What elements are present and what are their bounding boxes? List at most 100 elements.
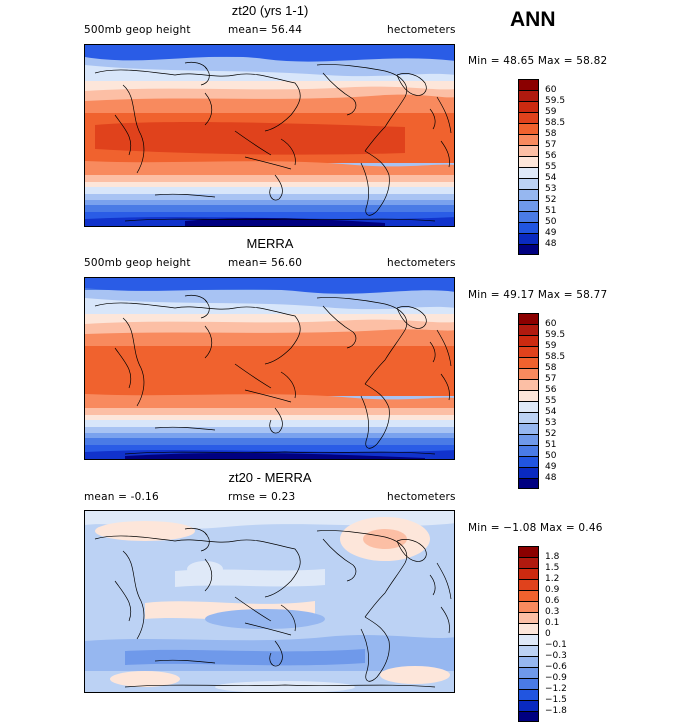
coastlines [94, 527, 452, 688]
band-fill [95, 121, 405, 155]
coastlines [94, 294, 452, 455]
band-fill [85, 94, 454, 117]
colorbar: 60 59.5 59 58.5 58 57 56 55 54 53 52 51 50 49 48 [518, 79, 565, 255]
band-fill [85, 182, 454, 188]
band-fill [363, 529, 407, 549]
colorbar-swatch [518, 579, 539, 590]
colorbar-swatch [518, 623, 539, 634]
panel-units: hectometers [387, 24, 456, 36]
colorbar-swatch [518, 357, 539, 368]
colorbar-swatch [518, 156, 539, 167]
colorbar-label: 0.3 [545, 607, 560, 617]
colorbar-swatch [518, 645, 539, 656]
colorbar-swatch [518, 313, 539, 324]
colorbar-label: 0 [545, 629, 551, 639]
band-fill [85, 161, 454, 179]
colorbar-swatch [518, 546, 539, 557]
colorbar-swatch [518, 335, 539, 346]
colorbar-swatch [518, 222, 539, 233]
band-fill [205, 609, 325, 629]
colorbar-label: 1.5 [545, 563, 560, 573]
colorbar-swatch [518, 233, 539, 244]
map-panel [84, 277, 455, 460]
colorbar-swatch [518, 557, 539, 568]
colorbar-swatch [518, 656, 539, 667]
colorbar-swatch [518, 601, 539, 612]
colorbar-swatch [518, 634, 539, 645]
panel-subtitle-mean: mean = -0.16 [84, 491, 159, 503]
band-fill [185, 217, 385, 226]
panel-units: hectometers [387, 491, 456, 503]
colorbar-swatch [518, 178, 539, 189]
colorbar-label: 1.2 [545, 574, 560, 584]
band-fill [110, 671, 180, 687]
band-fill [85, 438, 454, 446]
band-fill [85, 200, 454, 206]
colorbar-label: 59.5 [545, 96, 566, 106]
colorbar-swatch [518, 445, 539, 456]
band-fill [380, 666, 450, 684]
band-fill [85, 427, 454, 434]
colorbar-label: 58 [545, 129, 557, 139]
panel-subtitle-rmse: rmse = 0.23 [228, 491, 296, 503]
colorbar-swatch [518, 590, 539, 601]
colorbar-swatch [518, 412, 539, 423]
panel-title: zt20 (yrs 1-1) [231, 3, 309, 18]
colorbar-label: 50 [545, 451, 557, 461]
colorbar-swatch [518, 145, 539, 156]
colorbar-label: 1.8 [545, 552, 560, 562]
band-fill [215, 681, 355, 692]
colorbar-swatch [518, 689, 539, 700]
band-fill [125, 452, 425, 459]
band-fill [85, 45, 454, 62]
colorbar: 60 59.5 59 58.5 58 57 56 55 54 53 52 51 50 49 48 [518, 313, 565, 489]
band-fill [125, 649, 365, 666]
band-fill [85, 298, 454, 318]
colorbar-label: −1.8 [545, 706, 567, 716]
colorbar-swatch [518, 612, 539, 623]
colorbar-label: 59 [545, 107, 557, 117]
colorbar: 1.8 1.5 1.2 0.9 0.6 0.3 0.1 0 −0.1 −0.3 −0.6 −0.9 −1… [518, 546, 567, 722]
colorbar-label: 48 [545, 473, 557, 483]
colorbar-label: −1.5 [545, 695, 567, 705]
colorbar-swatch [518, 434, 539, 445]
colorbar-label: −0.1 [545, 640, 567, 650]
colorbar-swatch [518, 244, 539, 255]
band-fill [95, 521, 195, 541]
colorbar-swatch [518, 200, 539, 211]
colorbar-swatch [518, 189, 539, 200]
colorbar-swatch [518, 379, 539, 390]
colorbar-label: 58.5 [545, 352, 566, 362]
colorbar-swatch [518, 134, 539, 145]
band-fill [85, 278, 454, 294]
colorbar-label: 60 [545, 85, 557, 95]
contour-map [85, 278, 454, 459]
band-fill [85, 445, 454, 453]
colorbar-label: 60 [545, 319, 557, 329]
colorbar-label: 0.1 [545, 618, 560, 628]
colorbar-label: 54 [545, 173, 557, 183]
contour-map [85, 511, 454, 692]
panel-minmax: Min = 48.65 Max = 58.82 [468, 55, 608, 67]
band-fill [85, 415, 454, 421]
colorbar-label: 0.6 [545, 596, 560, 606]
colorbar-label: −0.9 [545, 673, 567, 683]
colorbar-swatch [518, 700, 539, 711]
band-fill [85, 175, 454, 183]
colorbar-label: 52 [545, 195, 557, 205]
colorbar-swatch [518, 112, 539, 123]
band-fill [187, 561, 223, 577]
colorbar-label: 53 [545, 184, 557, 194]
colorbar-swatch [518, 79, 539, 90]
colorbar-label: 58 [545, 363, 557, 373]
colorbar-label: 52 [545, 429, 557, 439]
colorbar-swatch [518, 90, 539, 101]
colorbar-label: 56 [545, 151, 557, 161]
colorbar-swatch [518, 401, 539, 412]
colorbar-label: 56 [545, 385, 557, 395]
band-fill [85, 329, 454, 350]
colorbar-swatch [518, 368, 539, 379]
band-fill [85, 346, 454, 396]
colorbar-label: 53 [545, 418, 557, 428]
colorbar-label: 51 [545, 206, 557, 216]
